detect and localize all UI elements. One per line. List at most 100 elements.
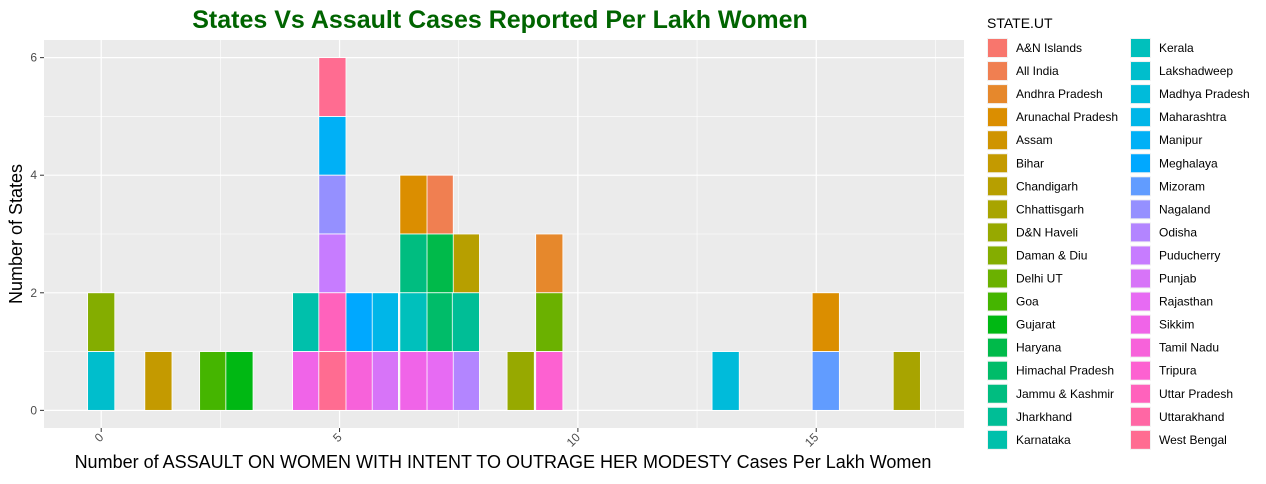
bar-segment xyxy=(370,292,399,352)
legend-item: Gujarat xyxy=(987,314,1056,335)
legend-label: Daman & Diu xyxy=(1016,248,1087,262)
legend-swatch xyxy=(988,154,1007,173)
legend-swatch xyxy=(1131,108,1150,127)
bar-segment xyxy=(318,174,347,235)
legend-item: Uttar Pradesh xyxy=(1130,383,1233,404)
legend-swatch xyxy=(988,384,1007,403)
bar-segment xyxy=(399,292,428,352)
x-axis-title: Number of ASSAULT ON WOMEN WITH INTENT T… xyxy=(75,452,932,472)
legend-label: Himachal Pradesh xyxy=(1016,364,1114,378)
bar-segment xyxy=(318,351,347,411)
legend-label: Jharkhand xyxy=(1016,410,1072,424)
legend-item: A&N Islands xyxy=(987,38,1082,58)
legend-swatch xyxy=(988,315,1007,334)
legend-label: Tamil Nadu xyxy=(1159,341,1219,355)
legend-item: Tripura xyxy=(1130,360,1197,381)
legend-swatch xyxy=(1131,246,1150,265)
bar-segment xyxy=(711,351,740,411)
legend-swatch xyxy=(988,108,1007,127)
legend-item: Nagaland xyxy=(1130,199,1210,220)
y-tick-label: 4 xyxy=(30,168,37,182)
y-tick-label: 2 xyxy=(30,286,37,300)
legend-swatch xyxy=(988,361,1007,380)
bar-segment xyxy=(535,292,564,352)
bar-segment xyxy=(451,292,480,352)
legend-item: Tamil Nadu xyxy=(1130,337,1219,358)
bar-segment xyxy=(811,351,840,411)
legend-swatch xyxy=(1131,131,1150,150)
bar-segment xyxy=(451,351,480,411)
bar-segment xyxy=(87,292,116,352)
bar-segment xyxy=(87,351,116,411)
legend-label: A&N Islands xyxy=(1016,41,1082,55)
legend-swatch xyxy=(1131,39,1150,57)
legend-label: Delhi UT xyxy=(1016,272,1063,286)
legend-item: Punjab xyxy=(1130,268,1197,289)
legend-label: Odisha xyxy=(1159,225,1197,239)
legend-item: Arunachal Pradesh xyxy=(987,107,1118,128)
legend-swatch xyxy=(1131,338,1150,357)
legend-item: Daman & Diu xyxy=(987,245,1087,266)
legend-label: Goa xyxy=(1016,295,1039,309)
legend-label: Uttarakhand xyxy=(1159,410,1224,424)
legend-item: Chandigarh xyxy=(987,176,1078,197)
legend-item: Delhi UT xyxy=(987,268,1063,289)
legend-item: Uttarakhand xyxy=(1130,406,1224,427)
bar-segment xyxy=(811,292,840,352)
legend-label: Kerala xyxy=(1159,41,1194,55)
legend-swatch xyxy=(988,223,1007,242)
legend-swatch xyxy=(988,85,1007,104)
legend-item: Odisha xyxy=(1130,222,1197,243)
legend-label: Lakshadweep xyxy=(1159,64,1233,78)
legend-item: Manipur xyxy=(1130,130,1202,151)
legend-swatch xyxy=(988,39,1007,57)
y-tick-label: 6 xyxy=(30,51,37,65)
legend-label: Haryana xyxy=(1016,341,1062,355)
legend-swatch xyxy=(988,200,1007,219)
legend-item: Madhya Pradesh xyxy=(1130,84,1250,105)
bar-segment xyxy=(535,233,564,294)
legend-item: All India xyxy=(987,61,1059,82)
legend-label: Gujarat xyxy=(1016,318,1056,332)
legend-item: Haryana xyxy=(987,337,1062,358)
bar-segment xyxy=(144,351,173,411)
legend-item: Lakshadweep xyxy=(1130,61,1233,82)
legend-swatch xyxy=(988,430,1007,449)
legend-label: Puducherry xyxy=(1159,248,1220,262)
bar-segment xyxy=(318,292,347,352)
legend-label: Bihar xyxy=(1016,156,1044,170)
legend-label: Arunachal Pradesh xyxy=(1016,110,1118,124)
y-axis-title: Number of States xyxy=(6,164,26,304)
legend-item: D&N Haveli xyxy=(987,222,1078,243)
legend-item: Meghalaya xyxy=(1130,153,1218,174)
legend-item: Maharashtra xyxy=(1130,107,1227,128)
legend-swatch xyxy=(1131,384,1150,403)
legend-swatch xyxy=(1131,407,1150,426)
legend-swatch xyxy=(1131,430,1150,449)
legend-swatch xyxy=(1131,292,1150,311)
legend-swatch xyxy=(1131,223,1150,242)
legend-swatch xyxy=(1131,85,1150,104)
legend-label: Rajasthan xyxy=(1159,295,1213,309)
legend-label: Karnataka xyxy=(1016,433,1071,447)
bar-segment xyxy=(506,351,535,411)
legend-item: Jammu & Kashmir xyxy=(987,383,1114,404)
legend-label: Tripura xyxy=(1159,364,1197,378)
legend-label: West Bengal xyxy=(1159,433,1227,447)
bar-segment xyxy=(399,351,428,411)
bar-segment xyxy=(292,351,321,411)
legend-swatch xyxy=(1131,269,1150,288)
bar-segment xyxy=(425,351,454,411)
legend-swatch xyxy=(988,292,1007,311)
legend-label: Madhya Pradesh xyxy=(1159,87,1250,101)
bar-segment xyxy=(399,174,428,235)
bar-segment xyxy=(199,351,228,411)
legend-label: Chhattisgarh xyxy=(1016,202,1084,216)
legend-swatch xyxy=(988,177,1007,196)
legend-item: Himachal Pradesh xyxy=(987,360,1114,381)
legend-swatch xyxy=(988,407,1007,426)
legend-swatch xyxy=(1131,62,1150,81)
legend-item: Karnataka xyxy=(987,429,1071,450)
bar-segment xyxy=(292,292,321,352)
legend-item: Puducherry xyxy=(1130,245,1220,266)
